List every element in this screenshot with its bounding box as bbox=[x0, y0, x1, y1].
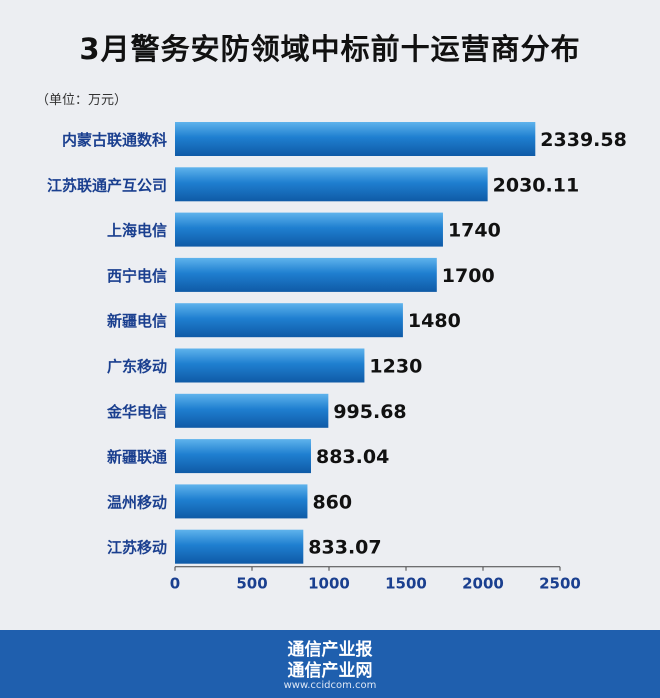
category-label: 金华电信 bbox=[106, 403, 167, 421]
footer-url: www.ccidcom.com bbox=[283, 680, 377, 691]
data-label: 995.68 bbox=[333, 401, 406, 423]
data-label: 883.04 bbox=[316, 446, 389, 468]
category-label: 内蒙古联通数科 bbox=[62, 131, 167, 149]
data-label: 1480 bbox=[408, 310, 461, 332]
chart-title: 3月警务安防领域中标前十运营商分布 bbox=[79, 32, 581, 66]
data-label: 1700 bbox=[442, 265, 495, 287]
category-label: 新疆电信 bbox=[107, 312, 167, 330]
bar bbox=[175, 167, 488, 202]
data-label: 2030.11 bbox=[493, 174, 580, 196]
bar-chart: 内蒙古联通数科 2339.58 江苏联通产互公司 2030.11 上海电信 1740 西宁电… bbox=[47, 122, 627, 593]
category-label: 温州移动 bbox=[107, 493, 167, 511]
category-label: 新疆联通 bbox=[107, 448, 167, 466]
footer-brand-newspaper: 通信产业报 bbox=[287, 640, 373, 660]
data-label: 1740 bbox=[448, 220, 501, 242]
category-label: 江苏联通产互公司 bbox=[47, 176, 167, 194]
bar bbox=[175, 303, 403, 338]
x-tick-label: 2500 bbox=[539, 575, 581, 593]
bar bbox=[175, 122, 536, 156]
bar bbox=[175, 257, 437, 292]
category-label: 上海电信 bbox=[107, 222, 167, 240]
bar bbox=[175, 529, 304, 564]
x-tick-label: 2000 bbox=[462, 575, 504, 593]
bar bbox=[175, 212, 443, 247]
category-label: 江苏移动 bbox=[107, 539, 167, 557]
unit-label: （单位：万元） bbox=[36, 93, 128, 108]
category-label: 西宁电信 bbox=[107, 267, 167, 285]
data-label: 833.07 bbox=[308, 537, 381, 559]
data-label: 2339.58 bbox=[540, 129, 627, 151]
bar bbox=[175, 439, 311, 474]
footer-brand-website: 通信产业网 bbox=[287, 661, 373, 681]
bars-group: 内蒙古联通数科 2339.58 江苏联通产互公司 2030.11 上海电信 1740 西宁电… bbox=[47, 122, 627, 564]
x-axis: 0 500 1000 1500 2000 2500 bbox=[170, 566, 581, 593]
x-tick-label: 1000 bbox=[308, 575, 350, 593]
category-label: 广东移动 bbox=[107, 358, 167, 376]
data-label: 1230 bbox=[369, 356, 422, 378]
bar bbox=[175, 484, 308, 519]
data-label: 860 bbox=[312, 491, 352, 513]
x-tick-label: 0 bbox=[170, 575, 180, 593]
bar bbox=[175, 393, 329, 428]
footer-banner: 通信产业报 通信产业网 www.ccidcom.com bbox=[0, 630, 660, 698]
x-tick-label: 500 bbox=[236, 575, 267, 593]
x-tick-label: 1500 bbox=[385, 575, 427, 593]
bar bbox=[175, 348, 365, 383]
